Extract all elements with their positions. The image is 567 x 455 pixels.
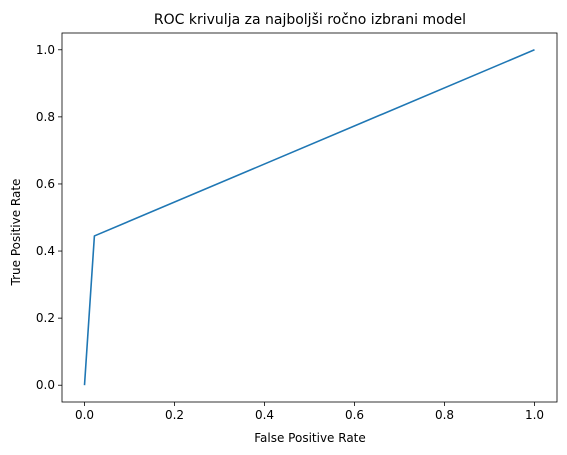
plot-area: 0.0 0.2 0.4 0.6 0.8 1.0 0.0 0.2 0.4 0.6 0.8 1.0 (36, 32, 558, 422)
roc-curve-line (83, 49, 535, 386)
y-tick-label: 0.2 (36, 311, 55, 325)
x-tick-label: 0.2 (165, 408, 184, 422)
x-tick-label: 0.4 (255, 408, 274, 422)
y-tick-label: 0.8 (36, 110, 55, 124)
x-axis-label: False Positive Rate (254, 431, 366, 445)
plot-frame (61, 32, 558, 403)
x-tick-label: 0.0 (75, 408, 94, 422)
y-tick-label: 1.0 (36, 43, 55, 57)
y-tick-label: 0.0 (36, 378, 55, 392)
y-tick-label: 0.4 (36, 244, 55, 258)
y-tick-label: 0.6 (36, 177, 55, 191)
x-tick-label: 0.8 (435, 408, 454, 422)
x-tick-label: 1.0 (525, 408, 544, 422)
chart-title: ROC krivulja za najboljši ročno izbrani … (154, 12, 466, 28)
y-axis-label: True Positive Rate (9, 179, 23, 287)
x-tick-label: 0.6 (345, 408, 364, 422)
